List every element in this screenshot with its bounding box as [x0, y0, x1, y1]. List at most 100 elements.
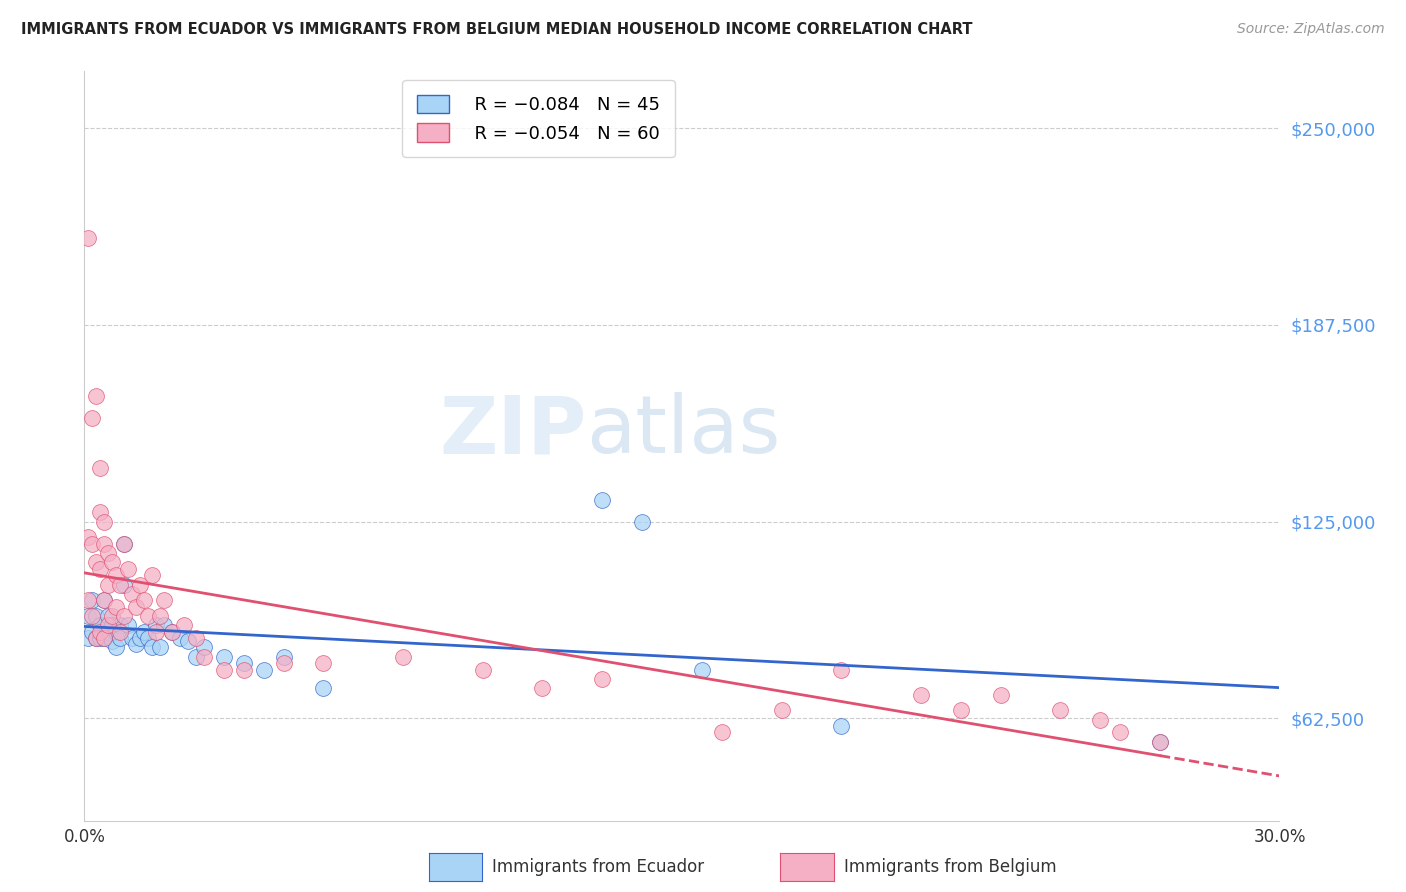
Point	[129, 577, 152, 591]
Point	[149, 640, 172, 655]
Point	[193, 649, 215, 664]
Point	[253, 663, 276, 677]
Point	[89, 618, 111, 632]
Point	[949, 703, 972, 717]
Point	[101, 634, 124, 648]
Point	[97, 609, 120, 624]
Point	[89, 631, 111, 645]
Point	[141, 568, 163, 582]
Point	[1109, 725, 1132, 739]
Point	[82, 624, 104, 639]
Point	[77, 231, 100, 245]
Point	[125, 599, 148, 614]
Point	[112, 536, 135, 550]
Point	[101, 618, 124, 632]
Point	[86, 631, 108, 645]
Point	[591, 672, 613, 686]
Point	[93, 593, 115, 607]
Point	[89, 562, 111, 576]
Point	[112, 577, 135, 591]
Point	[93, 631, 115, 645]
Point	[1090, 713, 1112, 727]
Point	[145, 618, 167, 632]
Point	[93, 536, 115, 550]
Point	[910, 688, 932, 702]
Text: Immigrants from Ecuador: Immigrants from Ecuador	[492, 858, 704, 876]
Point	[97, 546, 120, 560]
Point	[392, 649, 415, 664]
Point	[531, 681, 554, 696]
Point	[89, 624, 111, 639]
Point	[82, 410, 104, 425]
Text: Source: ZipAtlas.com: Source: ZipAtlas.com	[1237, 22, 1385, 37]
Point	[145, 624, 167, 639]
Point	[82, 593, 104, 607]
Point	[710, 725, 733, 739]
Point	[112, 609, 135, 624]
Text: ZIP: ZIP	[439, 392, 586, 470]
Point	[105, 624, 128, 639]
Point	[153, 593, 176, 607]
Point	[184, 631, 207, 645]
Point	[160, 624, 183, 639]
Point	[132, 593, 156, 607]
Point	[273, 649, 295, 664]
Point	[212, 649, 235, 664]
Point	[86, 389, 108, 403]
Point	[77, 593, 100, 607]
Point	[690, 663, 713, 677]
Point	[129, 631, 152, 645]
Point	[97, 618, 120, 632]
Point	[312, 681, 335, 696]
Point	[117, 618, 139, 632]
Legend:   R = −0.084   N = 45,   R = −0.054   N = 60: R = −0.084 N = 45, R = −0.054 N = 60	[402, 80, 675, 157]
Point	[121, 631, 143, 645]
Point	[141, 640, 163, 655]
Point	[121, 587, 143, 601]
Text: Immigrants from Belgium: Immigrants from Belgium	[844, 858, 1056, 876]
Point	[232, 663, 254, 677]
Point	[82, 609, 104, 624]
Point	[830, 719, 852, 733]
Point	[77, 609, 100, 624]
Point	[990, 688, 1012, 702]
Point	[97, 577, 120, 591]
Point	[1149, 735, 1171, 749]
Point	[153, 618, 176, 632]
Point	[86, 609, 108, 624]
Point	[1149, 735, 1171, 749]
Point	[273, 657, 295, 671]
Point	[97, 624, 120, 639]
Text: IMMIGRANTS FROM ECUADOR VS IMMIGRANTS FROM BELGIUM MEDIAN HOUSEHOLD INCOME CORRE: IMMIGRANTS FROM ECUADOR VS IMMIGRANTS FR…	[21, 22, 973, 37]
Point	[125, 637, 148, 651]
Point	[631, 515, 654, 529]
Point	[193, 640, 215, 655]
Point	[110, 618, 132, 632]
Point	[110, 631, 132, 645]
Point	[232, 657, 254, 671]
Point	[93, 631, 115, 645]
Point	[110, 577, 132, 591]
Point	[101, 556, 124, 570]
Text: atlas: atlas	[586, 392, 780, 470]
Point	[86, 631, 108, 645]
Point	[105, 599, 128, 614]
Point	[77, 631, 100, 645]
Point	[93, 515, 115, 529]
Point	[105, 640, 128, 655]
Point	[149, 609, 172, 624]
Point	[184, 649, 207, 664]
Point	[770, 703, 793, 717]
Point	[471, 663, 494, 677]
Point	[132, 624, 156, 639]
Point	[1049, 703, 1071, 717]
Point	[169, 631, 191, 645]
Point	[110, 624, 132, 639]
Point	[591, 492, 613, 507]
Point	[136, 631, 159, 645]
Point	[89, 461, 111, 475]
Point	[160, 624, 183, 639]
Point	[89, 505, 111, 519]
Point	[105, 568, 128, 582]
Point	[136, 609, 159, 624]
